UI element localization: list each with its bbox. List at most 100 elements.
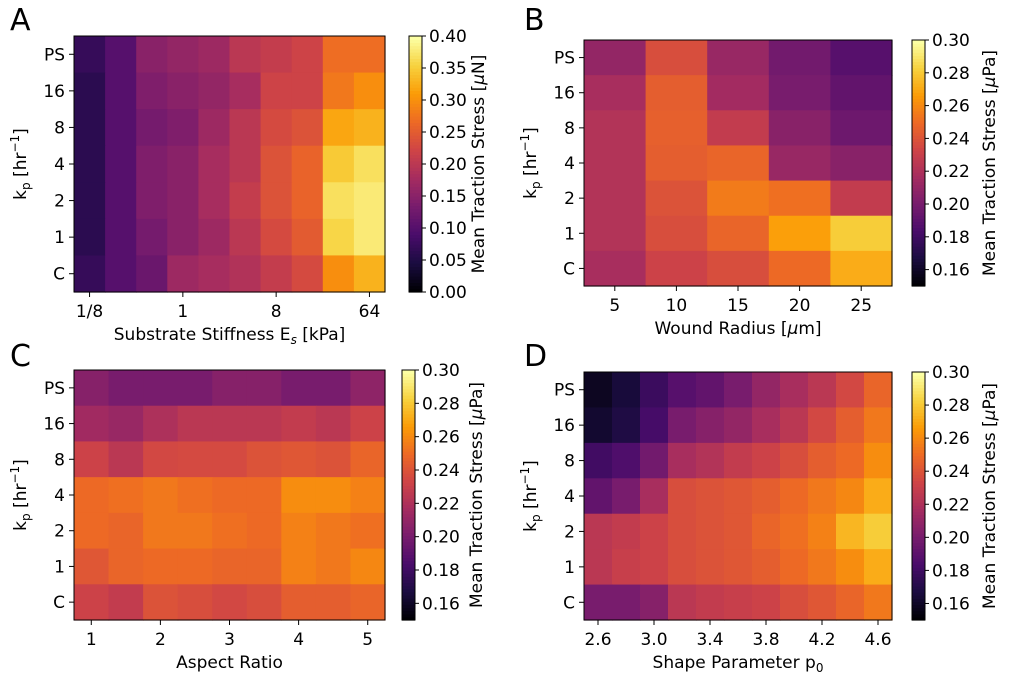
- colorbar-segment: [912, 153, 925, 158]
- x-axis-label-text: Aspect Ratio: [176, 653, 283, 673]
- colorbar-segment: [409, 218, 422, 223]
- colorbar-segment: [409, 135, 422, 139]
- heatmap-cell: [612, 478, 641, 515]
- y-tick-label: 2: [54, 522, 65, 542]
- heatmap-cell: [707, 40, 770, 76]
- colorbar-segment: [912, 116, 925, 121]
- heatmap-cell: [143, 477, 179, 514]
- colorbar-segment: [912, 461, 925, 466]
- colorbar-segment: [409, 180, 422, 184]
- x-tick-label: 4.6: [864, 630, 891, 650]
- colorbar-segment: [912, 564, 925, 568]
- colorbar-segment: [912, 52, 925, 56]
- heatmap-cell: [136, 36, 168, 74]
- colorbar-label-text: Mean Traction Stress [: [467, 419, 487, 608]
- y-tick-label: 2: [54, 192, 65, 212]
- y-tick-label: 8: [54, 118, 65, 138]
- panel-d: D PS 16 8 4 2 1 C 2.6 3.0 3.4 3.8 4.2 4.6 Shape Parame…: [518, 339, 1000, 675]
- colorbar-segment: [912, 282, 925, 287]
- heatmap-cell: [724, 584, 753, 621]
- colorbar-segment: [912, 434, 925, 438]
- heatmap-cell: [584, 513, 613, 550]
- colorbar-segment: [402, 585, 415, 590]
- colorbar-segment: [912, 452, 925, 457]
- heatmap-cell: [136, 218, 168, 257]
- y-axis-label-end: ]: [11, 128, 31, 135]
- colorbar-segment: [912, 418, 925, 423]
- heatmap-cell: [830, 40, 893, 76]
- heatmap-cell: [864, 372, 893, 409]
- colorbar-segment: [912, 492, 925, 497]
- heatmap-cell: [808, 478, 837, 515]
- heatmap-cell: [281, 584, 317, 621]
- x-axis-label-text: Substrate Stiffness E: [114, 325, 291, 345]
- y-tick-label: C: [563, 593, 575, 613]
- heatmap-cell: [584, 372, 613, 409]
- colorbar-label-tail: Pa]: [980, 383, 1000, 410]
- colorbar-segment: [409, 125, 422, 130]
- heatmap-cell: [74, 512, 110, 550]
- heatmap-cell: [864, 513, 893, 550]
- colorbar-segment: [409, 61, 422, 66]
- heatmap-cell: [707, 110, 770, 147]
- y-tick-label: 1: [564, 224, 575, 244]
- colorbar-segment: [912, 616, 925, 621]
- colorbar-tick-label: 0.16: [932, 261, 970, 281]
- heatmap-cell: [584, 250, 647, 287]
- colorbar-segment: [409, 234, 422, 239]
- y-tick-label: 16: [43, 82, 65, 102]
- heatmap-cell: [780, 584, 809, 621]
- heatmap-cell: [696, 372, 725, 409]
- colorbar-segment: [912, 178, 925, 183]
- colorbar-segment: [402, 485, 415, 490]
- heatmap-cell: [143, 441, 179, 478]
- heatmap-cell: [229, 36, 262, 74]
- colorbar-segment: [912, 239, 925, 244]
- colorbar-segment: [912, 119, 925, 124]
- heatmap-cell: [668, 442, 697, 479]
- colorbar-frame: [911, 39, 926, 287]
- heatmap-cell: [768, 250, 831, 287]
- heatmap-cell: [768, 180, 831, 217]
- colorbar-segment: [409, 237, 422, 242]
- colorbar-segment: [912, 539, 925, 544]
- colorbar-segment: [409, 68, 422, 72]
- y-tick-label: C: [563, 259, 575, 279]
- colorbar-segment: [402, 445, 415, 449]
- colorbar-segment: [912, 230, 925, 235]
- panel-c: C PS 16 8 4 2 1 C 1 2 3 4 5 Aspect Ratio kp [hr−1] 0.16…: [8, 339, 487, 673]
- colorbar-segment: [912, 576, 925, 581]
- colorbar-segment: [409, 122, 422, 127]
- colorbar-segment: [402, 395, 415, 399]
- colorbar-segment: [409, 208, 422, 213]
- heatmap-cell: [645, 110, 708, 147]
- colorbar-segment: [912, 486, 925, 491]
- heatmap-cell: [350, 441, 386, 478]
- heatmap-cell: [322, 218, 355, 257]
- colorbar-segment: [402, 607, 415, 612]
- colorbar-segment: [912, 595, 925, 599]
- y-tick-label: 8: [564, 452, 575, 472]
- heatmap-cell: [246, 477, 282, 514]
- colorbar-segment: [912, 202, 925, 207]
- colorbar-segment: [912, 372, 925, 376]
- heatmap-cell: [212, 441, 248, 478]
- heatmap-cell: [752, 372, 781, 409]
- colorbar-segment: [912, 412, 925, 416]
- colorbar-segment: [912, 270, 925, 275]
- heatmap-cell: [315, 548, 352, 585]
- heatmap-cell: [724, 549, 753, 586]
- colorbar-label-text: Mean Traction Stress [: [980, 87, 1000, 276]
- colorbar-segment: [402, 507, 415, 512]
- colorbar-segment: [409, 269, 422, 274]
- heatmap-cell: [74, 218, 106, 257]
- colorbar-segment: [912, 514, 925, 519]
- y-tick-label: 1: [564, 558, 575, 578]
- heatmap-cell: [612, 372, 641, 409]
- heatmap-cell: [864, 478, 893, 515]
- heatmap-cell: [167, 36, 199, 74]
- heatmap-cell: [167, 255, 199, 293]
- heatmap-cell: [696, 407, 725, 444]
- colorbar-segment: [912, 215, 925, 219]
- y-axis-label-tail: [hr: [521, 152, 541, 182]
